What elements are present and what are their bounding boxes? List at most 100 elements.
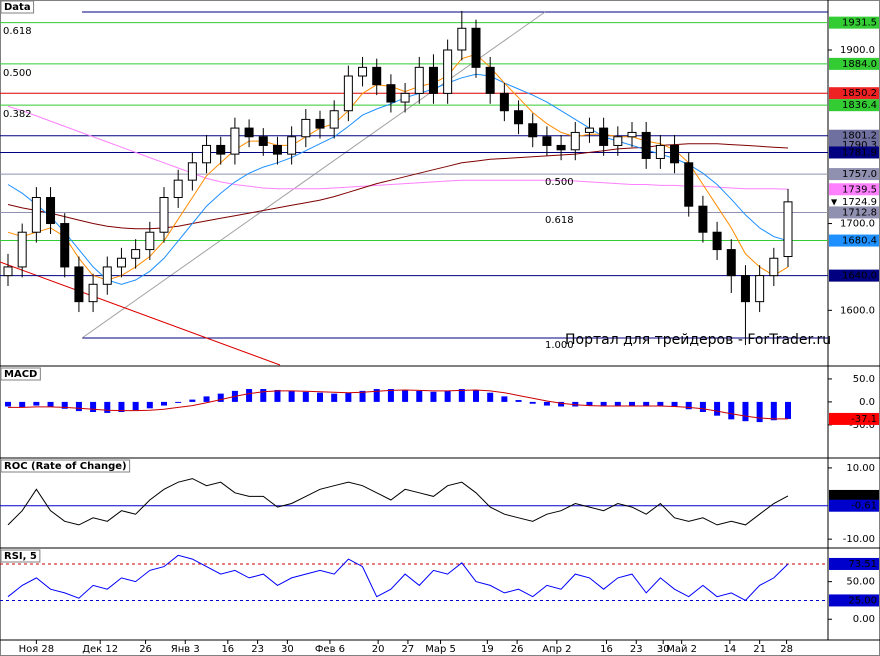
histogram-bar [402,389,409,402]
candle-body [343,75,353,112]
candle-body [315,118,325,129]
candle-body [698,205,708,233]
histogram-bar [543,401,550,406]
signal-line [8,389,788,420]
layout-lines [0,11,828,366]
histogram-bar [104,401,111,413]
panel-title-box [0,367,41,381]
level-label: 1801.2 [842,131,877,142]
candle-body [230,127,240,155]
level-box [829,269,879,282]
histogram-bar [742,401,749,422]
candle-body [329,110,339,129]
candle-body [570,131,580,151]
level-box [829,168,879,181]
histogram-bar [387,389,394,402]
candle-body [443,49,453,94]
candle-body [684,162,694,207]
y-tick-label: 10.00 [846,463,875,474]
candle-body [726,249,736,277]
candle-body [556,144,566,151]
histogram-bar [246,389,253,402]
histogram-bar [260,389,267,402]
histogram-bar [345,392,352,402]
histogram-bar [657,401,664,407]
watermark: Портал для трейдеров - ForTrader.ru [565,332,831,348]
histogram-bar [572,401,579,407]
histogram-bar [487,392,494,402]
level-box [829,234,879,247]
histogram-bar [515,400,522,402]
histogram-bar [458,389,465,402]
x-tick-label: Янв 3 [171,644,200,655]
histogram-bar [217,393,224,402]
x-tick-label: Фев 6 [315,644,345,655]
histogram-bar [629,401,635,406]
candle-body [187,162,197,181]
level-box [829,99,879,112]
histogram-bar [61,401,68,409]
x-tick-label: 19 [481,644,494,655]
candle-body [74,266,84,303]
x-tick-label: 16 [600,644,613,655]
y-tick-label: 1900.0 [840,45,875,56]
candle-body [258,136,268,146]
level-label: 1724.9 [842,197,877,208]
level-label: -0.61 [851,501,877,512]
x-tick-label: 26 [139,644,152,655]
moving-average [7,105,789,190]
level-label: 1739.5 [842,184,877,195]
candle-body [3,266,13,277]
x-tick-label: Мар 5 [425,644,456,655]
level-box [829,557,879,570]
candle-body [31,197,41,233]
histogram-bar [614,401,621,407]
histogram-bar [430,391,437,402]
panel-title: RSI, 5 [4,551,37,562]
candle-body [499,92,509,112]
histogram-bar [203,396,210,402]
candle-body [655,144,665,159]
level-label: 1836.4 [842,100,877,111]
histogram-bar [75,401,82,412]
candle-body [528,123,538,138]
histogram-bar [558,401,565,407]
level-label: -37.1 [851,414,877,425]
histogram-bar [175,401,182,403]
moving-average [7,53,789,281]
candle-body [301,118,311,138]
histogram-bar [19,401,26,408]
panel-title-box [0,549,41,563]
histogram-bar [90,401,97,412]
candle-body [102,266,112,285]
level-marker: ▼ [831,197,838,206]
level-box [829,87,879,100]
level-box [829,499,879,512]
candle-body [755,275,765,303]
panel-title: ROC (Rate of Change) [4,461,127,472]
histogram-bar [529,401,536,404]
histogram-bar [302,391,309,402]
level-label: 73.51 [848,559,877,570]
indicator-line [7,554,789,602]
x-tick-label: 21 [753,644,766,655]
x-tick-label: 14 [723,644,736,655]
x-tick-label: 28 [780,644,793,655]
fib-label: 0.382 [3,109,32,120]
x-tick-label: Дек 12 [82,644,118,655]
x-tick-label: 27 [402,644,415,655]
y-tick-label: -50.0 [849,420,875,431]
fib-label: 0.500 [3,68,32,79]
level-label: 25.00 [848,595,877,606]
fib-label: 0.618 [545,215,574,226]
x-tick-label: 20 [372,644,385,655]
panel-title: Data [4,2,31,13]
histogram-bar [785,401,791,419]
candle-body [627,131,637,138]
x-tick-label: Май 2 [666,644,697,655]
level-label: 1640.0 [842,271,877,282]
fib-label: 1.000 [545,340,574,351]
histogram-bar [586,401,593,407]
